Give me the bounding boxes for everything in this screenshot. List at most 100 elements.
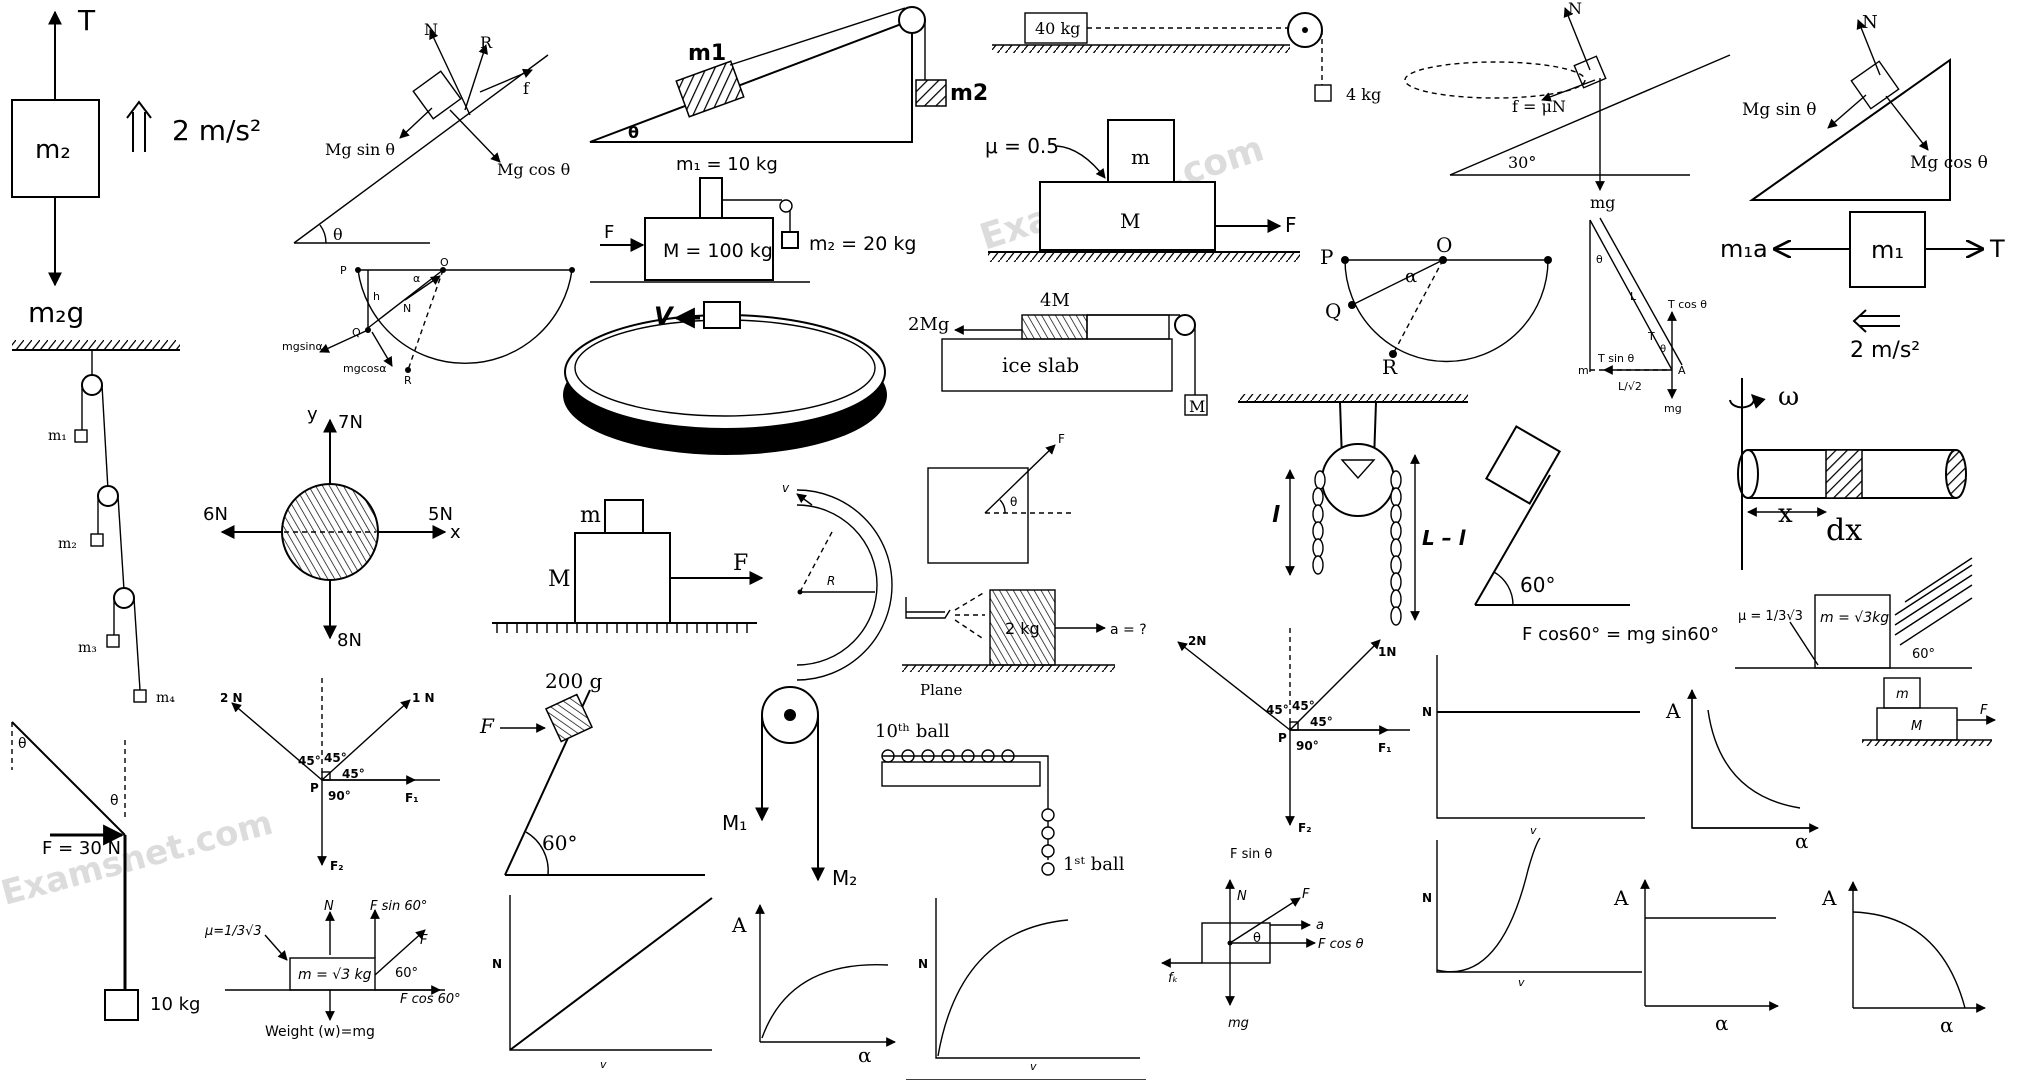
a45c-label: 45° — [1310, 715, 1333, 729]
hanging-4kg-label: 4 kg — [1346, 85, 1381, 104]
ball10-label: 10ᵗʰ ball — [875, 721, 950, 742]
F-label: F — [733, 551, 748, 576]
n-label: N — [403, 302, 411, 315]
mgcos-label: mgcosα — [343, 362, 386, 375]
accel-label: 2 m/s² — [1850, 338, 1920, 363]
M-label: M — [1911, 719, 1922, 734]
weight-label: Weight (w)=mg — [265, 1024, 375, 1040]
graph6-x-label: v — [1518, 976, 1525, 989]
y-label: y — [307, 404, 318, 425]
graph4-y-label: N — [918, 957, 928, 971]
diagram-forces-at-P-left: 2 N 1 N 45° 45° 45° 90° P F₁ F₂ — [220, 678, 440, 873]
m1a-label: m₁a — [1720, 235, 1768, 263]
diagram-table-40kg: 40 kg 4 kg — [992, 12, 1381, 104]
mu-label: μ = 1/3√3 — [1738, 609, 1803, 624]
m-label: m — [1578, 364, 1589, 377]
r-label: R — [1382, 355, 1398, 379]
mass-label: m₂ — [35, 135, 71, 165]
diagram-ice-slab: 2Mg 4M M ice slab — [908, 290, 1208, 416]
graph-A-alpha-constant: A α — [1613, 879, 1779, 1035]
fcos-label: F cos 60° — [400, 992, 461, 1007]
omega-label: ω — [1778, 382, 1799, 412]
diagram-square-force: F θ — [927, 432, 1075, 564]
graph7-y-label: A — [1613, 886, 1629, 910]
p-label: P — [1320, 245, 1333, 269]
theta2-label: θ — [110, 793, 119, 809]
F-label: F — [604, 222, 614, 243]
graph-N-v-quadratic: N v — [1422, 837, 1642, 989]
q-label: Q — [352, 326, 361, 339]
chain-left — [1312, 470, 1326, 575]
force-label: F = 30 N — [42, 838, 121, 859]
n5-label: 5N — [428, 504, 453, 525]
acc-label: a = ? — [1110, 622, 1147, 638]
f1-label: F₁ — [405, 791, 418, 805]
friction-label: f = μN — [1512, 97, 1566, 116]
mass-label: 200 g — [545, 669, 603, 693]
diagram-block-m1-forces: m₁a m₁ T 2 m/s² — [1720, 211, 2005, 363]
m1-label: m₁ = 10 kg — [676, 154, 778, 175]
alpha-label: α — [1405, 266, 1417, 287]
theta-label: θ — [1596, 253, 1603, 266]
m1-label: m₁ — [1871, 236, 1904, 264]
mg-label: mg — [1664, 402, 1682, 415]
p-label: P — [1278, 731, 1287, 745]
h-label: h — [373, 290, 380, 303]
diagram-ring-track: V — [563, 301, 887, 455]
friction-label: f — [523, 79, 530, 98]
mgsin-label: Mg sin θ — [325, 140, 395, 159]
theta2-label: θ — [1660, 344, 1666, 355]
fsin-label: F sin 60° — [370, 899, 427, 914]
m1-label: M₁ — [722, 811, 747, 835]
diagram-chain-pulley: l L – l — [1238, 394, 1468, 626]
graph3-x-label: v — [600, 1058, 607, 1071]
a90-label: 90° — [1296, 739, 1319, 753]
mu-label: μ=1/3√3 — [204, 924, 262, 939]
a45b-label: 45° — [324, 751, 347, 765]
n1-label: 1N — [1378, 645, 1396, 659]
normal-label: N — [424, 20, 438, 39]
a45b-label: 45° — [1292, 699, 1315, 713]
m2-label: M₂ — [832, 866, 857, 890]
m3-label: m₃ — [78, 640, 97, 656]
graph-N-v-linear: N v — [492, 895, 713, 1071]
slab-label: ice slab — [1002, 353, 1079, 377]
weight-label: m₂g — [28, 296, 84, 329]
diagram-block-mu-slanted: m = √3kg μ = 1/3√3 60° — [1735, 557, 1973, 669]
n-label: N — [324, 899, 334, 914]
m4-label: m₄ — [156, 690, 175, 706]
plane-label: Plane — [920, 681, 962, 699]
ball1-label: 1ˢᵗ ball — [1063, 854, 1125, 875]
o-label: O — [1436, 233, 1452, 257]
diagram-quarter-track: v R — [782, 481, 893, 681]
m2-label: m₂ = 20 kg — [809, 233, 916, 255]
angle-label: 60° — [1912, 647, 1935, 662]
mass-label: m = √3kg — [1820, 610, 1889, 626]
diagram-pendulum-triangle: θ T cos θ L T θ T sin θ m A L/√2 mg — [1578, 217, 1707, 415]
graph-A-alpha-decay: A α — [1665, 689, 1819, 853]
diagram-block-on-block-ticks: m M F — [492, 499, 764, 633]
graph4-x-label: v — [1030, 1060, 1037, 1073]
normal-label: N — [1568, 0, 1582, 18]
q-label: Q — [1325, 299, 1341, 323]
tension-label: T — [1989, 235, 2005, 263]
diagram-small-block-on-block: m M F — [1862, 677, 1996, 746]
hanging-M-label: M — [1189, 397, 1205, 416]
diagram-incline-pulley-m1-m2: m1 m2 θ — [589, 6, 988, 143]
a45a-label: 45° — [298, 754, 321, 768]
diagram-sphere-forces: y 7N 6N 5N x 8N — [203, 404, 461, 651]
v-label: v — [782, 481, 790, 495]
t-label: T — [1647, 330, 1655, 343]
accel-label: 2 m/s² — [172, 114, 261, 147]
diagram-block-M-100kg: m₁ = 10 kg M = 100 kg m₂ = 20 kg F — [590, 154, 916, 283]
M-label: M — [548, 567, 571, 592]
F-label: F — [1285, 213, 1297, 237]
n2-label: 2N — [1188, 634, 1206, 648]
graph5-y-label: A — [731, 913, 747, 937]
diagram-incline-30-friction: N f = μN 30° mg — [1404, 0, 1731, 212]
m-label: m — [580, 503, 601, 528]
block-40kg-label: 40 kg — [1035, 19, 1080, 38]
a45a-label: 45° — [1266, 703, 1289, 717]
angle-label: 30° — [1508, 153, 1536, 172]
fourm-label: 4M — [1040, 290, 1070, 311]
